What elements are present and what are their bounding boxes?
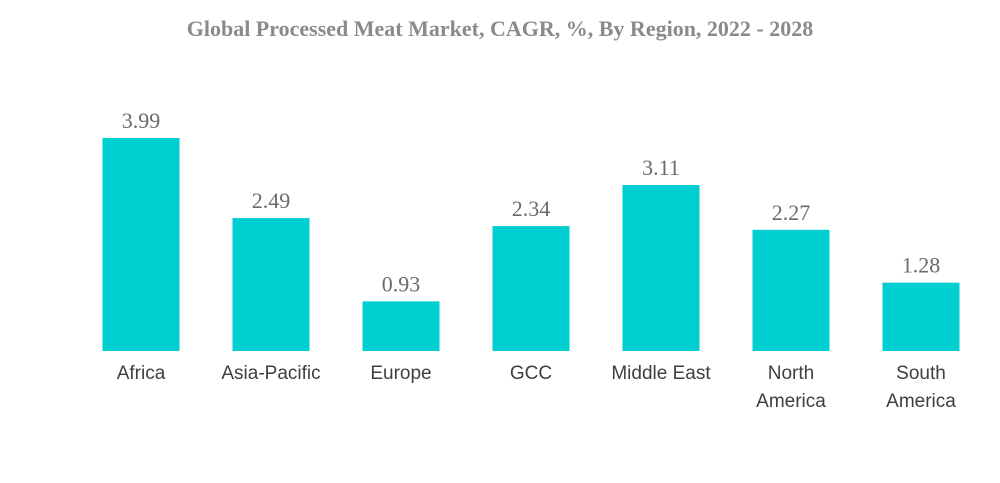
bar-5 [752,229,830,351]
category-label-5-1: America [756,391,826,412]
bar-1 [232,218,310,351]
bar-0 [102,138,180,351]
chart-title: Global Processed Meat Market, CAGR, %, B… [186,16,814,41]
value-label-3: 2.34 [512,196,551,221]
value-label-0: 3.99 [122,108,161,133]
bar-2 [362,301,440,351]
value-label-1: 2.49 [252,188,291,213]
value-label-2: 0.93 [382,271,421,296]
category-label-1-0: Asia-Pacific [221,363,320,384]
category-label-6-0: South [896,363,946,384]
value-label-4: 3.11 [642,155,680,180]
category-label-0-0: Africa [117,363,166,384]
value-label-5: 2.27 [772,200,811,225]
bar-4 [622,185,700,351]
value-label-6: 1.28 [902,253,941,278]
category-label-2-0: Europe [370,363,431,384]
bar-6 [882,282,960,351]
category-label-3-0: GCC [510,363,552,384]
bar-3 [492,226,570,351]
category-label-5-0: North [768,363,814,384]
category-label-4-0: Middle East [611,363,711,384]
category-label-6-1: America [886,391,956,412]
